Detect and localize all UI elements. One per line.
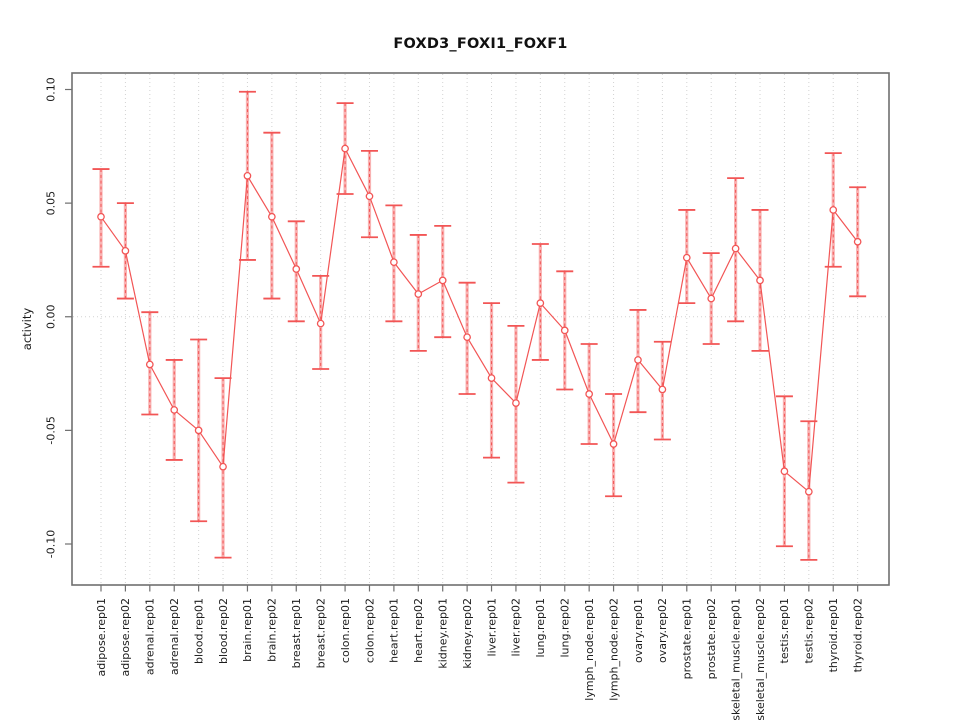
- data-point-marker: [512, 399, 520, 407]
- data-point-marker: [463, 333, 471, 342]
- y-tick-label: 0.10: [45, 77, 58, 102]
- x-tick-label: brain.rep02: [266, 598, 279, 662]
- y-tick-label: -0.05: [45, 416, 58, 444]
- x-tick-label: ovary.rep01: [632, 598, 645, 663]
- data-point-marker: [243, 172, 252, 180]
- x-tick-label: prostate.rep01: [681, 598, 694, 679]
- data-point-marker: [170, 406, 179, 414]
- x-tick-label: adrenal.rep01: [144, 598, 157, 675]
- data-point-marker: [219, 462, 227, 471]
- data-point-marker: [756, 276, 764, 285]
- data-point-marker: [316, 319, 325, 328]
- data-point-marker: [804, 487, 813, 496]
- data-point-marker: [487, 374, 496, 382]
- data-point-marker: [121, 246, 130, 255]
- x-tick-label: kidney.rep02: [461, 598, 474, 669]
- data-point-marker: [438, 276, 447, 285]
- x-tick-label: testis.rep02: [803, 598, 816, 663]
- data-point-marker: [780, 467, 789, 476]
- x-tick-label: liver.rep01: [485, 598, 498, 656]
- x-tick-label: heart.rep01: [388, 598, 401, 663]
- y-tick-label: 0.05: [45, 191, 58, 216]
- x-tick-label: heart.rep02: [412, 598, 425, 663]
- x-tick-label: kidney.rep01: [437, 598, 450, 669]
- x-tick-label: colon.rep01: [339, 598, 352, 663]
- x-tick-label: ovary.rep02: [656, 598, 669, 663]
- data-point-marker: [731, 244, 740, 253]
- data-point-marker: [682, 253, 691, 262]
- x-tick-label: lymph_node.rep02: [607, 598, 620, 701]
- data-point-marker: [853, 237, 862, 246]
- x-tick-label: blood.rep02: [217, 598, 230, 664]
- x-tick-label: liver.rep02: [510, 598, 523, 656]
- x-tick-label: thyroid.rep02: [851, 598, 864, 672]
- data-point-marker: [536, 299, 545, 307]
- data-point-marker: [585, 390, 594, 398]
- data-point-marker: [707, 294, 716, 303]
- data-point-marker: [414, 290, 423, 298]
- y-tick-label: -0.10: [45, 530, 58, 558]
- data-point-marker: [829, 206, 838, 214]
- data-point-marker: [658, 385, 667, 394]
- data-point-marker: [341, 144, 349, 153]
- x-tick-label: lung.rep01: [534, 598, 547, 658]
- x-tick-label: breast.rep01: [290, 598, 303, 668]
- x-tick-label: adipose.rep02: [119, 598, 132, 677]
- x-tick-label: skeletal_muscle.rep02: [754, 598, 767, 720]
- data-point-marker: [365, 192, 374, 201]
- x-tick-label: lung.rep02: [559, 598, 572, 658]
- x-tick-label: skeletal_muscle.rep01: [729, 598, 742, 720]
- x-tick-label: testis.rep01: [778, 598, 791, 663]
- data-point-marker: [292, 265, 301, 273]
- plot-frame: [71, 72, 890, 586]
- data-point-marker: [194, 426, 203, 435]
- x-tick-label: thyroid.rep01: [827, 598, 840, 672]
- x-tick-label: adipose.rep01: [95, 598, 108, 677]
- x-tick-label: breast.rep02: [314, 598, 327, 668]
- data-point-marker: [634, 356, 642, 364]
- data-point-marker: [268, 212, 276, 221]
- data-point-marker: [97, 212, 105, 221]
- x-tick-label: lymph_node.rep01: [583, 598, 596, 701]
- chart-title: FOXD3_FOXI1_FOXF1: [393, 36, 568, 52]
- data-point-marker: [609, 440, 618, 448]
- x-tick-label: blood.rep01: [192, 598, 205, 664]
- y-tick-label: 0.00: [45, 305, 58, 330]
- x-tick-label: adrenal.rep02: [168, 598, 181, 675]
- series-line: [100, 148, 859, 493]
- x-tick-label: brain.rep01: [241, 598, 254, 662]
- x-tick-label: colon.rep02: [363, 598, 376, 663]
- data-point-marker: [560, 326, 569, 335]
- data-point-marker: [145, 360, 154, 369]
- data-point-marker: [390, 258, 398, 267]
- x-tick-label: prostate.rep02: [705, 598, 718, 679]
